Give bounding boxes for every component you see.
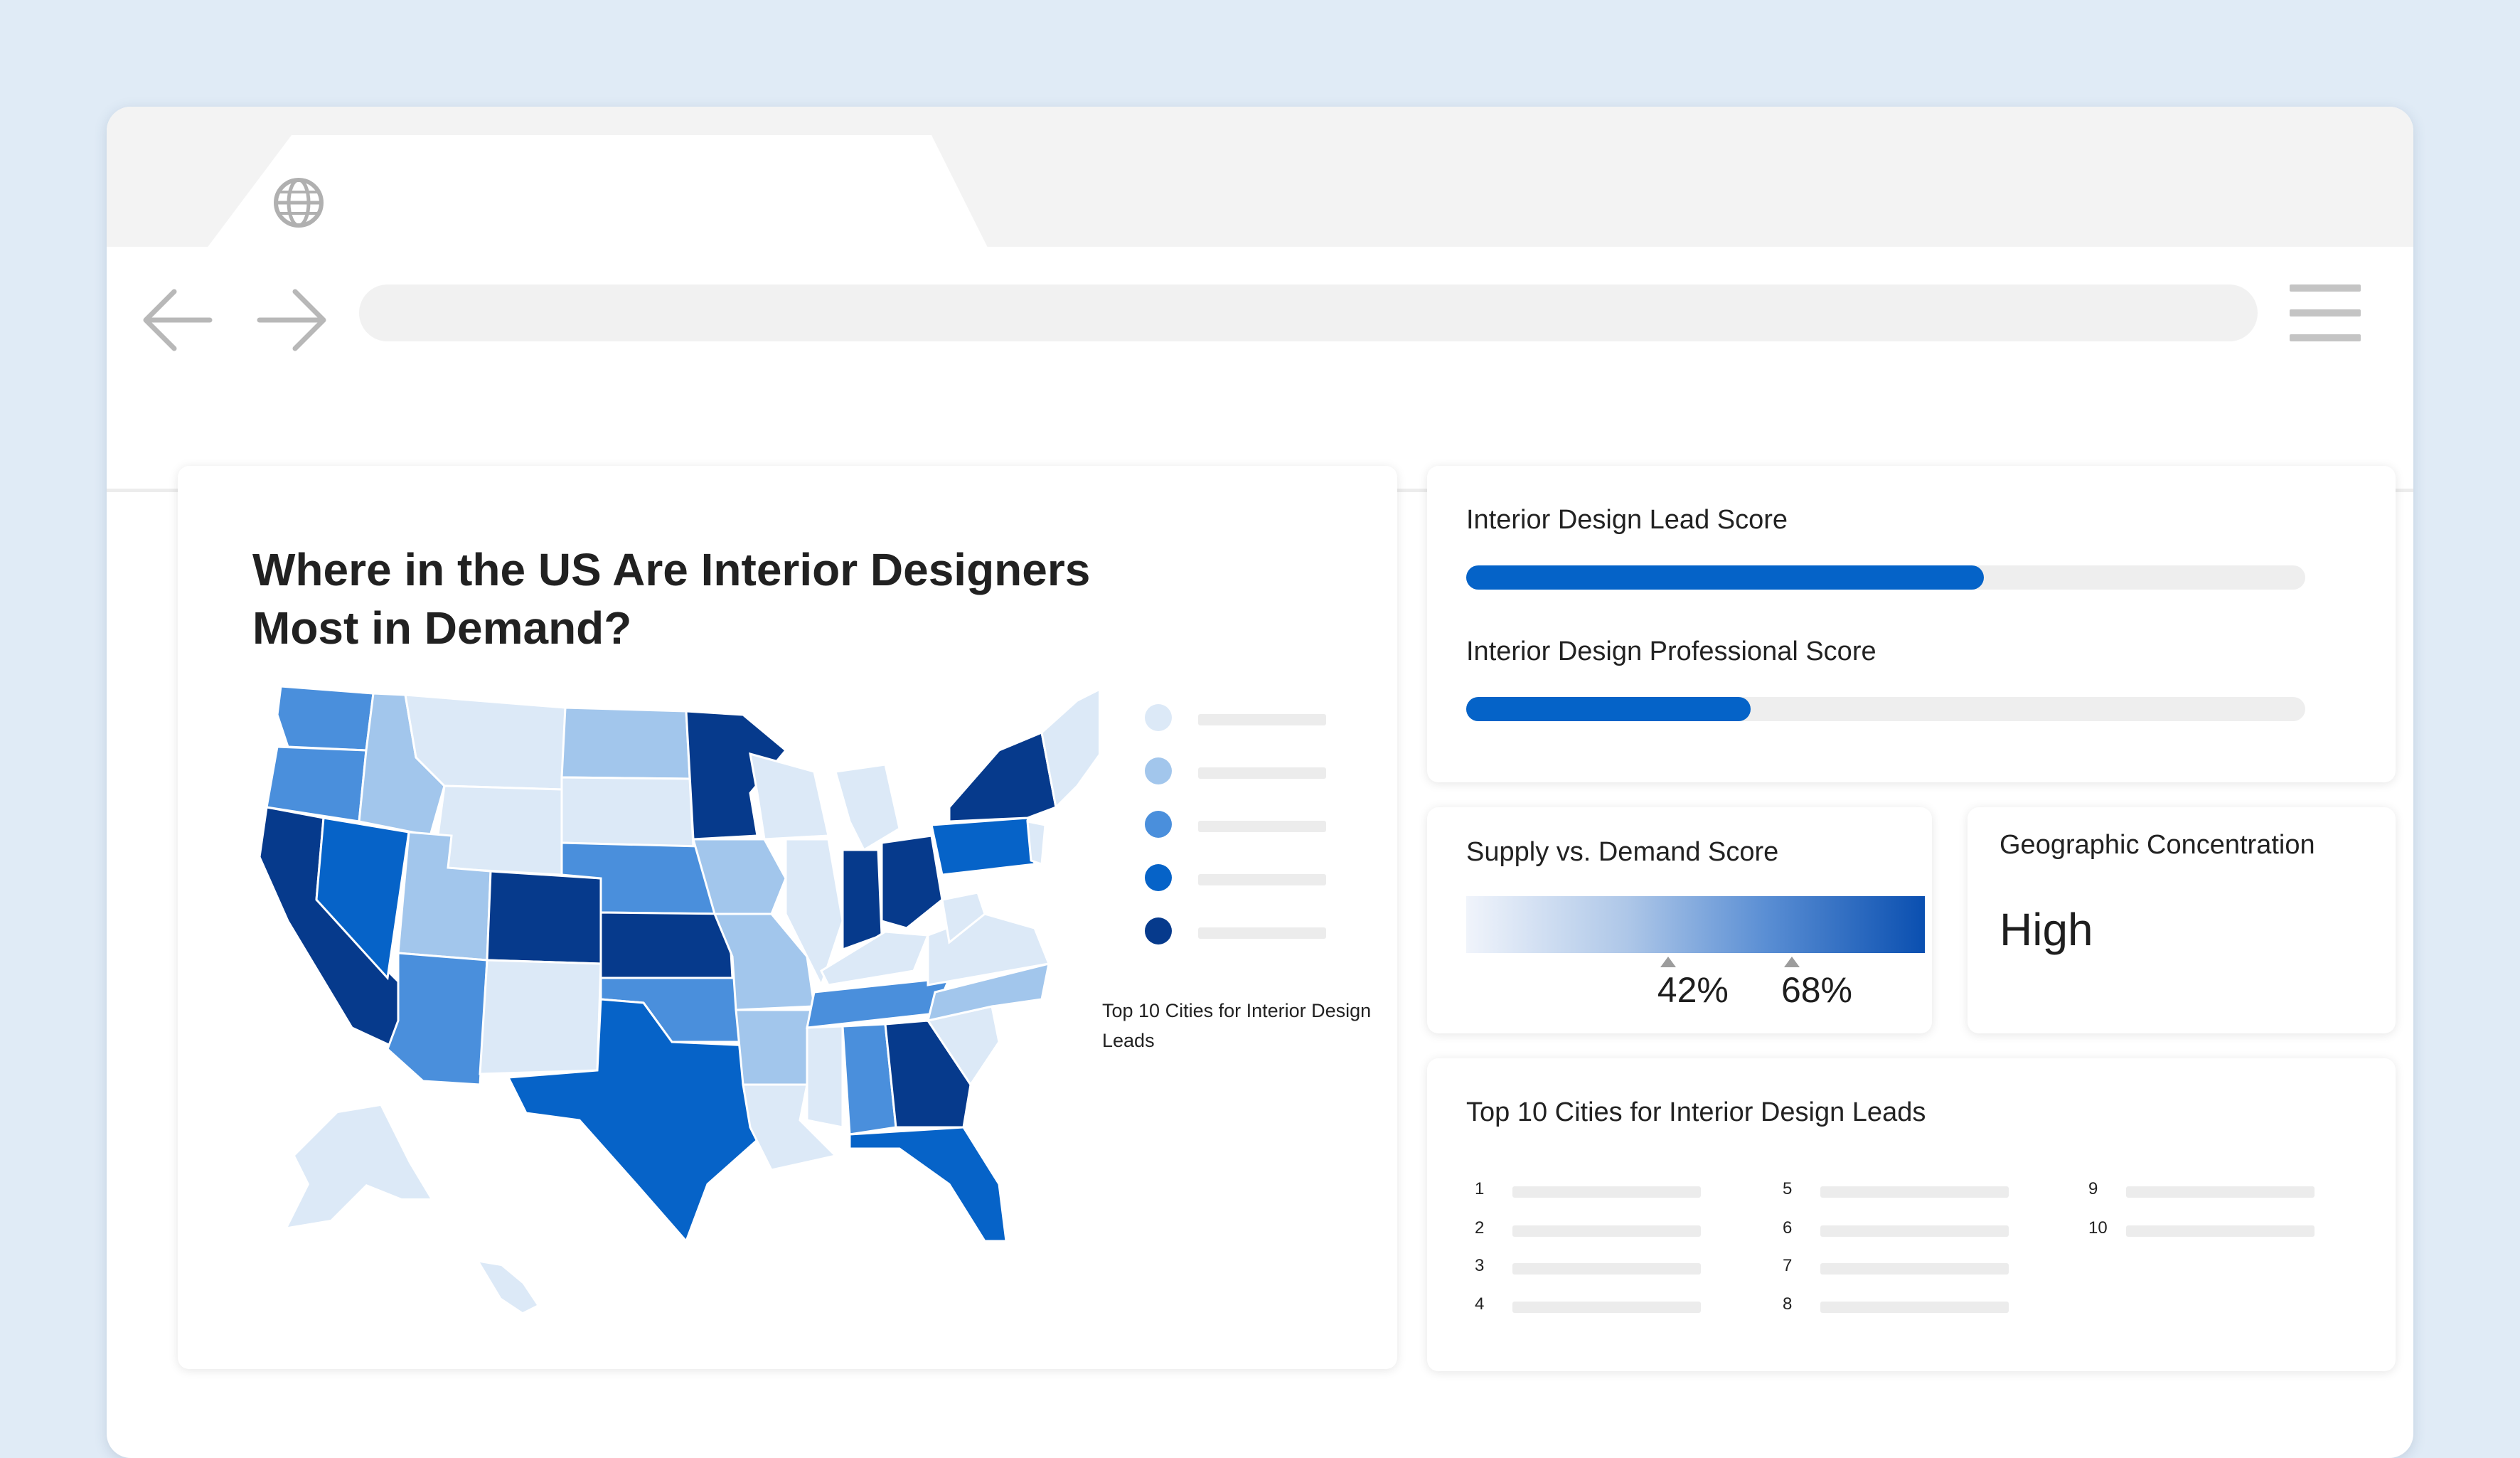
lead-score-fill xyxy=(1466,565,1985,590)
city-rank: 6 xyxy=(1783,1218,1793,1238)
city-rank: 4 xyxy=(1475,1294,1485,1314)
geo-concentration-label: Geographic Concentration xyxy=(2000,830,2315,860)
geo-concentration-card: Geographic Concentration High xyxy=(1968,807,2396,1033)
supply-demand-title: Supply vs. Demand Score xyxy=(1466,837,1779,867)
state-alaska xyxy=(288,1106,430,1227)
professional-score-fill xyxy=(1466,697,1751,721)
browser-window: Where in the US Are Interior Designers M… xyxy=(107,107,2413,1458)
hamburger-menu-icon[interactable] xyxy=(2290,284,2361,348)
state-new-mexico xyxy=(479,959,602,1075)
state-mississippi xyxy=(806,1025,844,1129)
state-florida xyxy=(848,1126,1008,1243)
state-south-dakota xyxy=(560,776,695,848)
state-new-york xyxy=(948,730,1057,823)
state-kansas xyxy=(599,911,734,979)
demand-marker-value: 68% xyxy=(1780,970,1853,1010)
city-rank: 2 xyxy=(1475,1218,1485,1238)
tab-strip xyxy=(107,107,2413,249)
top-cities-title: Top 10 Cities for Interior Design Leads xyxy=(1466,1097,1926,1127)
us-states-map xyxy=(258,686,1099,1312)
state-texas xyxy=(506,998,773,1243)
geo-concentration-value: High xyxy=(2000,904,2093,955)
professional-score-bar xyxy=(1466,697,2305,721)
map-card: Where in the US Are Interior Designers M… xyxy=(178,466,1397,1369)
state-wisconsin xyxy=(749,752,830,841)
legend-swatch xyxy=(1145,704,1172,731)
professional-score-label: Interior Design Professional Score xyxy=(1466,637,1876,666)
legend-swatch xyxy=(1145,757,1172,784)
state-arkansas xyxy=(735,1009,816,1086)
state-iowa xyxy=(692,838,787,915)
map-caption: Top 10 Cities for Interior Design Leads xyxy=(1102,1000,1372,1051)
top-cities-card: Top 10 Cities for Interior Design Leads … xyxy=(1427,1058,2396,1371)
state-michigan xyxy=(834,763,901,852)
state-kentucky xyxy=(820,930,930,986)
city-rank: 5 xyxy=(1783,1179,1793,1198)
supply-marker xyxy=(1660,957,1676,967)
state-wyoming xyxy=(432,784,563,876)
city-rank: 1 xyxy=(1475,1179,1485,1198)
globe-icon xyxy=(274,178,324,228)
legend-swatch xyxy=(1145,811,1172,838)
browser-toolbar xyxy=(107,247,2413,492)
state-north-carolina xyxy=(926,962,1050,1022)
supply-demand-gradient-bar xyxy=(1466,896,1925,953)
city-rank: 8 xyxy=(1783,1294,1793,1314)
state-ohio xyxy=(880,834,944,930)
state-new-england xyxy=(1040,688,1099,810)
state-west-virginia xyxy=(941,891,986,944)
legend-swatch xyxy=(1145,917,1172,944)
city-rank: 3 xyxy=(1475,1256,1485,1275)
supply-marker-value: 42% xyxy=(1657,970,1729,1010)
demand-marker xyxy=(1783,957,1800,967)
state-colorado xyxy=(486,870,602,965)
city-rank: 7 xyxy=(1783,1256,1793,1275)
arrow-right-icon[interactable] xyxy=(252,281,331,359)
state-georgia xyxy=(884,1019,972,1129)
lead-score-bar xyxy=(1466,565,2305,590)
state-nevada xyxy=(315,816,410,981)
arrow-left-icon[interactable] xyxy=(139,281,217,359)
legend-swatch xyxy=(1145,864,1172,891)
state-new-jersey xyxy=(1026,820,1047,866)
state-pennsylvania xyxy=(930,816,1036,876)
city-rank: 9 xyxy=(2088,1179,2098,1198)
lead-score-label: Interior Design Lead Score xyxy=(1466,505,1788,535)
map-title: Where in the US Are Interior Designers M… xyxy=(252,544,1091,654)
state-arizona xyxy=(386,952,488,1086)
address-bar[interactable] xyxy=(359,284,2258,341)
state-hawaii xyxy=(480,1262,537,1312)
state-washington xyxy=(276,686,375,752)
state-illinois xyxy=(784,838,844,988)
supply-demand-card: Supply vs. Demand Score 42% 68% xyxy=(1427,807,1932,1033)
city-rank: 10 xyxy=(2088,1218,2108,1238)
scores-card: Interior Design Lead Score Interior Desi… xyxy=(1427,466,2396,782)
state-indiana xyxy=(841,848,883,952)
browser-tab[interactable] xyxy=(206,135,988,249)
state-north-dakota xyxy=(560,706,691,780)
